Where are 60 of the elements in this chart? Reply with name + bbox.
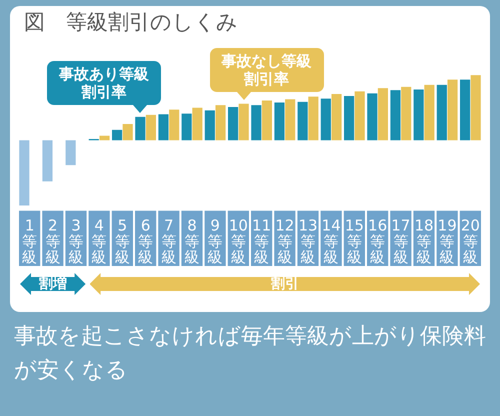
bar [414,89,424,140]
bar [19,140,30,206]
bar [238,104,249,140]
bar [146,114,156,140]
bar [344,96,354,140]
x-tick-label: 17等級 [391,216,410,266]
bar [285,99,296,140]
bar [390,90,401,140]
bar [447,80,458,140]
bar [182,114,192,140]
x-tick-label: 2等級 [45,216,60,266]
bar [135,116,146,140]
bar [99,136,110,140]
bar [424,84,434,140]
x-tick-label: 14等級 [322,216,341,266]
x-tick-label: 9等級 [208,216,223,266]
x-tick-label: 5等級 [114,216,130,266]
x-tick-label: 8等級 [184,216,200,266]
x-tick-label: 16等級 [368,216,388,266]
bar [228,107,238,140]
x-tick-label: 15等級 [344,216,364,266]
x-tick-label: 3等級 [68,216,84,266]
bar [367,93,378,140]
series-label: 事故なし等級割引率 [210,48,324,92]
x-tick-label: 7等級 [161,216,176,266]
x-tick-label: 6等級 [138,216,154,266]
text: 事故を起こさなければ毎年等級が上がり保険料が安くなる [14,323,487,385]
bar [66,140,76,166]
bar [460,80,470,140]
bar [192,108,202,140]
bar [42,140,53,182]
bar [308,96,318,140]
x-tick-label: 10等級 [228,216,248,266]
bar [251,105,262,140]
bar [204,110,215,140]
bar [112,130,122,140]
chart-title: 図 等級割引のしくみ [24,9,238,36]
x-tick-label: 1等級 [22,216,38,266]
bar [331,94,342,140]
bar [169,110,180,140]
series-label: 事故あり等級割引率 [46,60,161,105]
bar [436,84,447,140]
x-tick-label: 4等級 [92,216,107,266]
bar [401,86,412,140]
bar [298,102,308,140]
x-tick-label: 13等級 [298,216,318,266]
x-tick-label: 19等級 [438,216,457,266]
x-tick-label: 12等級 [275,216,294,266]
bar [262,100,272,140]
bar [122,124,133,140]
bar [320,98,331,140]
bar [274,102,285,140]
x-tick-label: 20等級 [460,216,480,266]
bar [470,75,481,140]
bar [378,88,388,140]
x-tick-label: 11等級 [252,216,272,266]
bar [158,114,169,140]
bar [354,91,365,140]
bar [215,105,226,140]
x-tick-label: 18等級 [414,216,434,266]
